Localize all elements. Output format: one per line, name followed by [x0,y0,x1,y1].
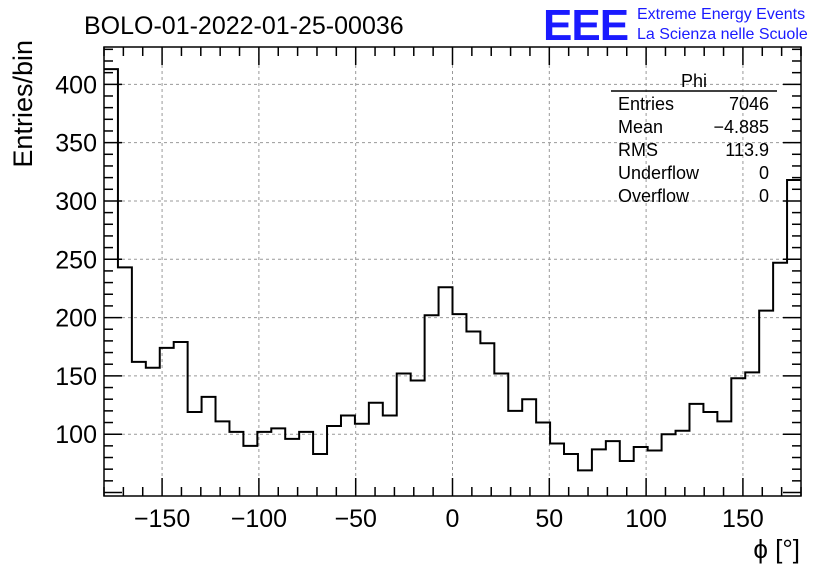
stats-label: Overflow [618,186,690,206]
x-tick-labels: −150 −100 −50 0 50 100 150 [134,505,764,533]
y-tick-label: 400 [55,71,97,99]
histogram-line [104,68,801,472]
x-tick-label: −50 [334,505,376,533]
logo-line-2: La Scienza nelle Scuole [637,26,808,43]
x-tick-label: 0 [446,505,460,533]
y-tick-label: 300 [55,188,97,216]
x-tick-label: 50 [535,505,563,533]
y-tick-label: 350 [55,130,97,158]
stats-value: 113.9 [725,140,769,160]
logo-line-1: Extreme Energy Events [637,6,805,23]
stats-value: 0 [759,186,769,206]
y-axis-label: Entries/bin [8,40,38,168]
y-tick-label: 100 [55,421,97,449]
stats-value: −4.885 [713,117,769,137]
x-tick-label: 150 [722,505,764,533]
eee-logo: EEE [543,1,628,50]
y-tick-label: 200 [55,305,97,333]
chart-title: BOLO-01-2022-01-25-00036 [84,12,404,40]
stats-label: RMS [618,140,658,160]
grid-lines [104,47,801,496]
stats-label: Mean [618,117,663,137]
axis-ticks [103,47,802,496]
stats-label: Underflow [618,163,700,183]
x-tick-label: −150 [134,505,190,533]
y-tick-label: 150 [55,363,97,391]
y-tick-labels: 100 150 200 250 300 350 400 [55,71,97,449]
y-tick-label: 250 [55,246,97,274]
stats-box: Phi Entries 7046 Mean −4.885 RMS 113.9 U… [611,71,777,206]
stats-title: Phi [681,71,707,91]
x-tick-label: 100 [625,505,667,533]
stats-label: Entries [618,94,674,114]
stats-value: 7046 [729,94,769,114]
x-axis-label: ϕ [°] [753,534,800,564]
x-tick-label: −100 [231,505,287,533]
stats-value: 0 [759,163,769,183]
